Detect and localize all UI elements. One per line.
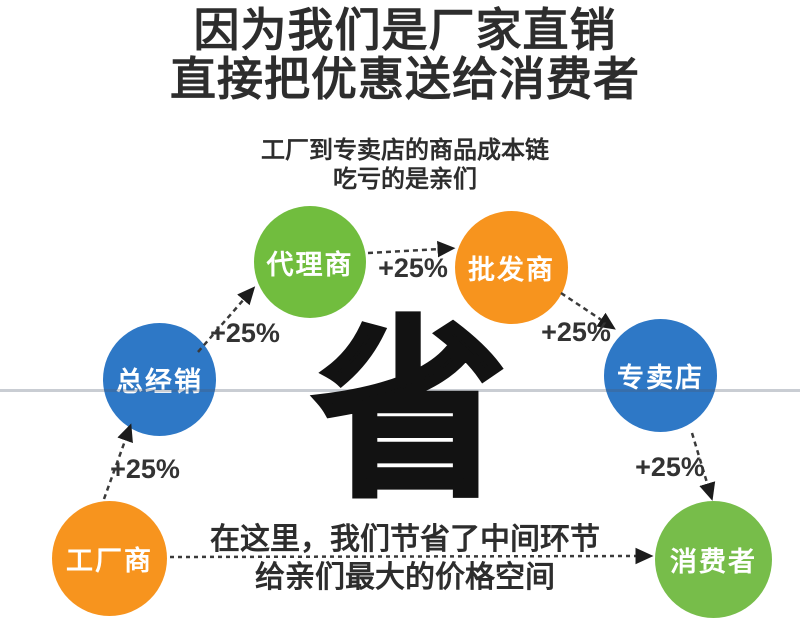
increment-label-distributor-agent: +25% bbox=[210, 318, 280, 348]
subtitle: 工厂到专卖店的商品成本链 吃亏的是亲们 bbox=[5, 136, 800, 194]
node-consumer: 消费者 bbox=[655, 501, 772, 618]
horizontal-divider-line bbox=[0, 389, 800, 392]
footer-message: 在这里，我们节省了中间环节 给亲们最大的价格空间 bbox=[10, 521, 800, 597]
increment-label-store-consumer: +25% bbox=[635, 452, 705, 482]
node-factory-label: 工厂商 bbox=[66, 546, 153, 576]
node-agent: 代理商 bbox=[254, 206, 366, 318]
node-store: 专卖店 bbox=[604, 319, 717, 432]
node-wholesaler: 批发商 bbox=[455, 211, 568, 324]
footer-line-2: 给亲们最大的价格空间 bbox=[255, 561, 555, 594]
node-factory: 工厂商 bbox=[52, 501, 167, 616]
page-title: 因为我们是厂家直销 直接把优惠送给消费者 bbox=[5, 6, 800, 104]
title-line-2: 直接把优惠送给消费者 bbox=[170, 53, 640, 105]
node-store-label: 专卖店 bbox=[617, 363, 704, 393]
increment-label-factory-distributor: +25% bbox=[110, 454, 180, 484]
node-wholesaler-label: 批发商 bbox=[468, 255, 555, 285]
footer-line-1: 在这里，我们节省了中间环节 bbox=[210, 523, 600, 556]
node-distributor-label: 总经销 bbox=[116, 367, 203, 397]
title-line-1: 因为我们是厂家直销 bbox=[193, 4, 617, 56]
node-consumer-label: 消费者 bbox=[670, 547, 757, 577]
save-character: 省 bbox=[312, 304, 509, 519]
subtitle-line-2: 吃亏的是亲们 bbox=[333, 166, 477, 193]
subtitle-line-1: 工厂到专卖店的商品成本链 bbox=[261, 137, 549, 164]
increment-label-agent-wholesaler: +25% bbox=[378, 253, 448, 283]
increment-label-wholesaler-store: +25% bbox=[541, 317, 611, 347]
node-agent-label: 代理商 bbox=[266, 249, 354, 280]
node-distributor: 总经销 bbox=[103, 323, 216, 436]
